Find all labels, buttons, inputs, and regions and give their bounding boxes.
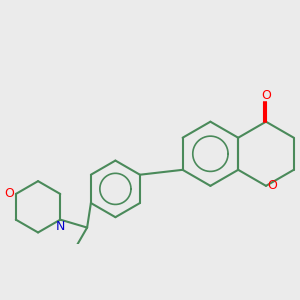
Text: O: O xyxy=(4,188,14,200)
Text: O: O xyxy=(261,89,271,102)
Text: O: O xyxy=(267,179,277,192)
Text: N: N xyxy=(56,220,65,233)
